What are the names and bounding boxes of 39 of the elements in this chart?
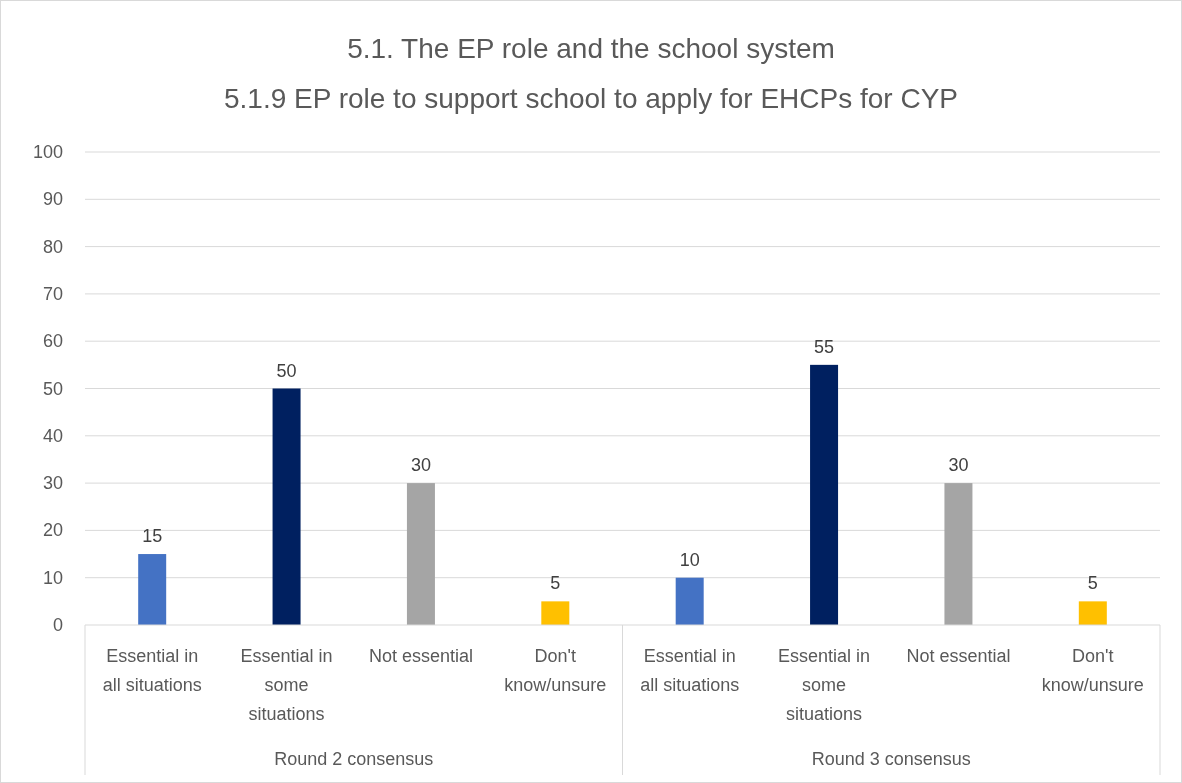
bar: [1078, 601, 1107, 625]
y-tick-label: 100: [32, 142, 63, 162]
data-label: 50: [276, 360, 297, 381]
bar: [810, 364, 839, 625]
x-tick-label: Not essential: [368, 646, 473, 666]
y-tick-label: 0: [52, 615, 63, 635]
x-tick-label: Not essential: [906, 646, 1011, 666]
x-tick-label: Essential in all situations: [640, 646, 740, 695]
data-label: 30: [948, 455, 969, 476]
x-tick-label: Essential in all situations: [102, 646, 202, 695]
y-tick-label: 80: [42, 236, 63, 257]
data-label: 15: [142, 526, 163, 547]
text: Round 2 consensus: [274, 749, 434, 769]
bar: [272, 388, 301, 625]
text: Round 3 consensus: [811, 749, 971, 769]
y-tick-label: 90: [42, 189, 63, 210]
x-tick-label: Don't know/unsure: [504, 646, 607, 695]
bar: [138, 554, 167, 625]
data-label: 10: [679, 549, 700, 570]
bar: [541, 601, 570, 625]
x-tick-label: Essential in some situations: [778, 646, 871, 724]
bar: [406, 483, 435, 625]
data-label: 5: [550, 573, 561, 594]
data-label: 55: [814, 336, 835, 357]
bar: [944, 483, 973, 625]
y-tick-label: 10: [42, 567, 63, 588]
y-tick-label: 20: [42, 520, 63, 541]
x-tick-label: Essential in some situations: [240, 646, 333, 724]
y-tick-label: 40: [42, 425, 63, 446]
chart-subtitle: 5.1.9 EP role to support school to apply for EHCPs for CYP: [223, 83, 959, 114]
y-tick-label: 30: [42, 473, 63, 494]
bar: [675, 577, 704, 625]
chart-title: 5.1. The EP role and the school system: [347, 33, 835, 64]
y-tick-label: 60: [42, 331, 63, 352]
y-tick-label: 70: [42, 283, 63, 304]
data-label: 30: [410, 455, 431, 476]
data-label: 5: [1087, 573, 1098, 594]
x-tick-label: Don't know/unsure: [1041, 646, 1144, 695]
y-tick-label: 50: [42, 378, 63, 399]
